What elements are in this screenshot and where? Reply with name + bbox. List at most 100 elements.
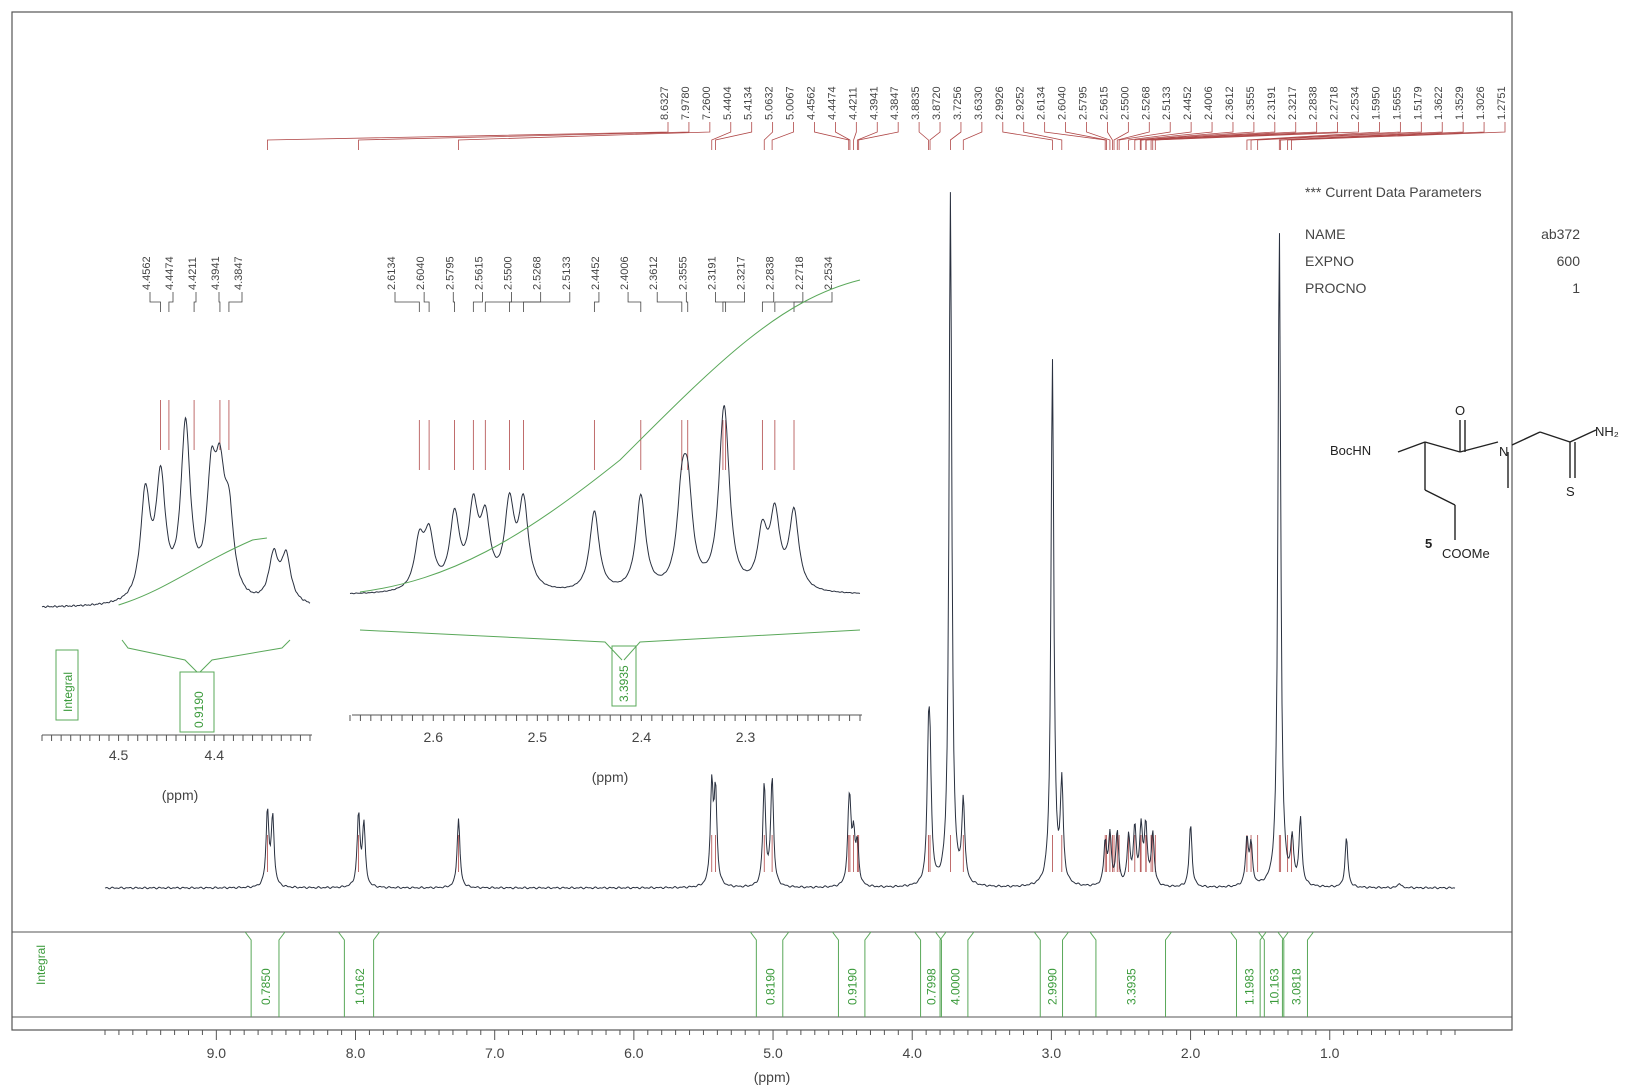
integral-region [244, 931, 286, 1017]
inset-left-tick-label: 4.5 [109, 747, 129, 763]
inset-right-tick-label: 2.4 [632, 729, 652, 745]
peak-label-connector [1116, 122, 1150, 150]
peak-label-connector [1287, 122, 1485, 150]
peak-label-connector [1134, 122, 1213, 150]
inset-left-x-axis: 4.5 4.4 [41, 734, 312, 763]
peak-label: 5.4134 [743, 86, 755, 120]
integral-value: 1.0162 [353, 968, 367, 1005]
peak-label: 1.2751 [1496, 86, 1508, 120]
peak-label-connector [771, 122, 794, 150]
peak-label: 2.3217 [1287, 86, 1299, 120]
param-key-expno: EXPNO [1305, 253, 1354, 269]
peak-label-connector [1118, 122, 1171, 150]
peak-label-connector [856, 122, 878, 150]
inset-right-x-axis: 2.6 2.5 2.4 2.3 [349, 714, 862, 745]
param-value-name: ab372 [1541, 226, 1580, 242]
inset-right: 2.6134 2.6040 2.5795 2.5615 2.5500 2.5268 2.51… [349, 256, 862, 785]
inset-left: 4.4562 4.4474 4.4211 4.3941 4.3847 Integral … [41, 256, 312, 803]
inset-right-trace [349, 405, 861, 595]
integral-value: 3.3935 [1125, 968, 1139, 1005]
main-tick-label: 7.0 [485, 1045, 505, 1061]
peak-label-connector [523, 292, 571, 312]
peak-label: 2.3191 [706, 256, 718, 290]
main-peak-labels: 8.6327 7.9780 7.2600 5.4404 5.4134 5.0632 5.00… [267, 86, 1508, 150]
param-value-expno: 600 [1557, 253, 1581, 269]
peak-label-connector [149, 292, 161, 312]
peak-label-connector [1152, 122, 1338, 150]
peak-label-connector [929, 122, 941, 150]
peak-label-connector [835, 122, 851, 150]
peak-label: 2.3555 [677, 256, 689, 290]
integral-region [1033, 931, 1069, 1017]
inset-left-integral-value: 0.9190 [192, 691, 206, 728]
param-key-procno: PROCNO [1305, 280, 1367, 296]
peak-label: 4.3941 [210, 256, 222, 290]
chemical-structure [1397, 420, 1597, 540]
peak-label: 3.8835 [910, 86, 922, 120]
peak-label: 2.9252 [1015, 86, 1027, 120]
integral-region [832, 931, 872, 1017]
peak-label: 2.5500 [503, 256, 515, 290]
peak-label: 2.5795 [444, 256, 456, 290]
peak-label-connector [1257, 122, 1422, 150]
peak-label: 2.6040 [415, 256, 427, 290]
peak-label-connector [1065, 122, 1107, 150]
main-integrals: 0.7850 1.0162 0.8190 0.9190 0.7998 4.0000 2.99… [244, 931, 1314, 1017]
bond-ca-co [1424, 441, 1461, 453]
peak-label: 2.5615 [1098, 86, 1110, 120]
integral-value: 0.8190 [764, 968, 778, 1005]
bond-co-n [1459, 441, 1499, 453]
main-tick-label: 5.0 [763, 1045, 783, 1061]
peak-label: 2.3612 [648, 256, 660, 290]
inset-right-tick-label: 2.6 [424, 729, 444, 745]
main-tick-label: 8.0 [346, 1045, 366, 1061]
bond-nh-ca [1397, 441, 1426, 453]
peak-label: 4.4211 [187, 257, 199, 290]
peak-label: 4.4211 [847, 87, 859, 120]
peak-label-connector [918, 122, 929, 150]
integral-region [749, 931, 790, 1017]
peak-label: 2.5615 [473, 256, 485, 290]
peak-label-connector [1086, 122, 1111, 150]
peak-label: 2.5795 [1078, 86, 1090, 120]
peak-label: 2.2534 [823, 256, 835, 290]
inset-left-tick-label: 4.4 [205, 747, 225, 763]
peak-label: 5.0632 [764, 86, 776, 120]
peak-label-connector [722, 292, 745, 312]
integral-value: 0.7850 [259, 968, 273, 1005]
peak-label: 2.3191 [1266, 86, 1278, 120]
main-spectrum-trace [104, 192, 1456, 890]
peak-label-connector [228, 292, 243, 312]
inset-right-integral-curve [359, 279, 861, 593]
integral-region [1089, 931, 1172, 1017]
main-tick-label: 2.0 [1181, 1045, 1201, 1061]
peak-label-connector [1023, 122, 1063, 150]
param-key-name: NAME [1305, 226, 1345, 242]
peak-label: 8.6327 [659, 86, 671, 120]
peak-label: 3.8720 [931, 86, 943, 120]
peak-label-connector [950, 122, 962, 150]
peak-label: 2.3612 [1224, 86, 1236, 120]
peak-label: 2.6040 [1057, 86, 1069, 120]
integral-axis-label: Integral [34, 945, 48, 985]
structure-nh2: NH₂ [1595, 424, 1619, 439]
peak-label: 1.5655 [1391, 86, 1403, 120]
peak-label: 2.2534 [1350, 86, 1362, 120]
main-x-axis: 9.0 8.0 7.0 6.0 5.0 4.0 3.0 2.0 1.0 [12, 1029, 1512, 1061]
peak-label: 1.3529 [1454, 86, 1466, 120]
integral-region [935, 931, 975, 1017]
structure-coome: COOMe [1442, 546, 1490, 561]
structure-n: N [1499, 444, 1508, 459]
peak-label-connector [761, 292, 775, 312]
structure-boc-nh: BocHN [1330, 443, 1371, 458]
inset-right-tick-label: 2.5 [528, 729, 548, 745]
peak-label-connector [1107, 122, 1113, 150]
peak-label-connector [168, 292, 174, 312]
peak-label-connector [774, 292, 804, 312]
peak-label: 2.4006 [1203, 86, 1215, 120]
bond-chain-2 [1424, 489, 1456, 506]
param-value-procno: 1 [1572, 280, 1580, 296]
peak-label-connector [1154, 122, 1359, 150]
main-tick-label: 9.0 [207, 1045, 227, 1061]
peak-label: 5.4404 [722, 86, 734, 120]
